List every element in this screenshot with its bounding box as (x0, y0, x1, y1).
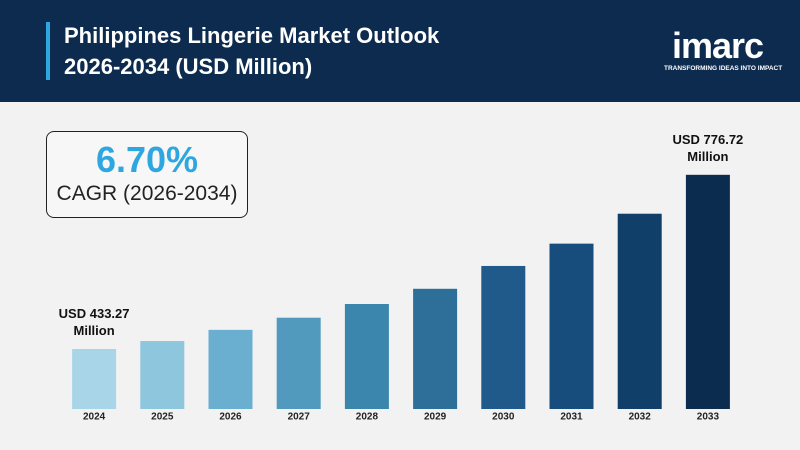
bar (413, 288, 458, 409)
x-tick-label: 2029 (424, 412, 447, 423)
bar (140, 341, 185, 409)
x-tick-label: 2033 (697, 412, 720, 423)
bar (276, 317, 321, 409)
bar (481, 265, 526, 409)
x-tick-label: 2031 (560, 412, 583, 423)
x-tick-label: 2024 (83, 412, 106, 423)
x-tick-label: 2028 (356, 412, 379, 423)
accent-bar (46, 22, 50, 80)
cagr-box: 6.70% CAGR (2026-2034) (46, 131, 248, 218)
tagline: TRANSFORMING IDEAS INTO IMPACT (664, 65, 783, 72)
value-label: USD 776.72 Million (672, 131, 744, 164)
header: Philippines Lingerie Market Outlook 2026… (0, 0, 800, 102)
bar (617, 213, 662, 409)
x-tick-label: 2030 (492, 412, 515, 423)
x-tick-label: 2026 (219, 412, 242, 423)
chart-title: Philippines Lingerie Market Outlook 2026… (64, 23, 440, 79)
bar (685, 174, 730, 409)
bar (72, 349, 117, 409)
bar (344, 304, 389, 409)
value-label: USD 433.27 Million (58, 306, 130, 338)
logo: imarc (672, 25, 764, 66)
x-tick-label: 2027 (288, 412, 311, 423)
bar (208, 329, 253, 409)
cagr-value: 6.70% (95, 139, 199, 180)
x-tick-label: 2025 (151, 412, 174, 423)
cagr-label: CAGR (2026-2034) (56, 182, 238, 205)
bar (549, 243, 594, 409)
x-tick-label: 2032 (629, 412, 652, 423)
